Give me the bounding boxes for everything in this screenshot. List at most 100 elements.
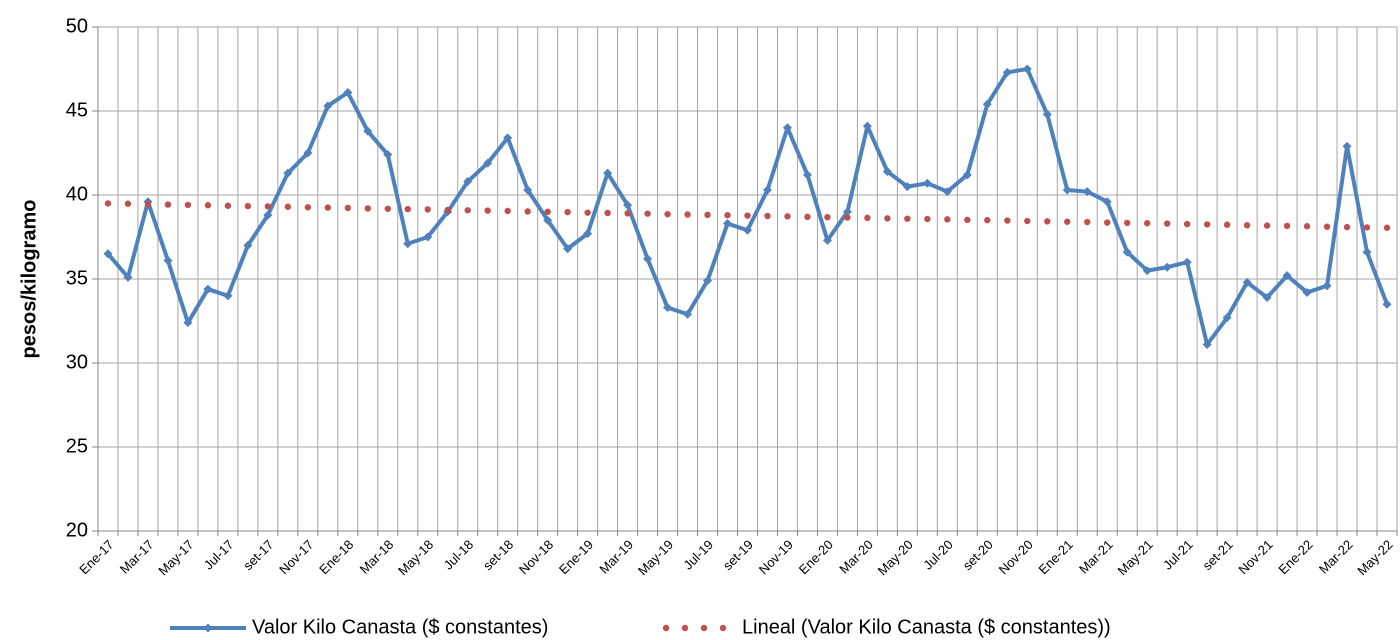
x-tick-label: Nov-19 <box>756 537 796 577</box>
marker <box>623 200 633 210</box>
marker <box>363 126 373 136</box>
trend-dot <box>444 206 451 214</box>
marker <box>982 99 992 109</box>
marker <box>1202 340 1212 350</box>
marker <box>902 182 912 192</box>
marker <box>762 185 772 195</box>
x-tick-label: Ene-17 <box>76 537 116 577</box>
trend-dot <box>664 210 671 218</box>
x-tick-label: Jul-17 <box>201 537 237 573</box>
trend-dot <box>384 205 391 212</box>
marker <box>1142 266 1152 276</box>
x-tick-label: Nov-21 <box>1235 537 1275 577</box>
trend-dot <box>184 201 192 209</box>
marker <box>123 272 133 282</box>
marker <box>1102 197 1112 207</box>
trend-dot <box>964 216 971 224</box>
x-tick-label: Ene-19 <box>556 537 596 577</box>
marker <box>523 185 533 195</box>
trend-dot <box>504 207 511 215</box>
marker <box>1122 247 1132 257</box>
x-tick-label: May-17 <box>155 537 196 578</box>
trend-dot <box>1064 218 1071 225</box>
x-tick-label: Nov-20 <box>996 537 1036 577</box>
trend-dot <box>584 209 591 216</box>
x-tick-label: Mar-21 <box>1076 537 1116 577</box>
x-tick-label: set-17 <box>240 537 276 573</box>
trend-dot <box>784 213 791 220</box>
marker <box>1042 109 1052 119</box>
marker <box>1322 281 1332 291</box>
marker <box>243 240 253 250</box>
trend-dot <box>1263 222 1271 229</box>
trend-dot <box>944 216 951 223</box>
legend-swatch <box>681 624 689 632</box>
marker <box>343 88 353 98</box>
marker <box>263 210 273 220</box>
y-tick-label: 25 <box>66 435 88 457</box>
trend-dot <box>1104 219 1111 226</box>
x-tick-label: May-18 <box>395 537 436 578</box>
marker <box>703 276 713 286</box>
x-tick-label: set-19 <box>720 537 756 573</box>
legend-marker <box>203 623 213 633</box>
x-tick-label: Nov-17 <box>276 537 316 577</box>
trend-dot <box>1303 223 1311 230</box>
marker <box>1062 185 1072 195</box>
trend-dot <box>804 213 811 221</box>
marker <box>403 239 413 249</box>
trend-dot <box>1143 220 1151 227</box>
trend-dot <box>144 201 152 208</box>
marker <box>1002 67 1012 77</box>
marker <box>723 219 733 229</box>
trend-dot <box>524 208 531 215</box>
marker <box>1162 262 1172 272</box>
trend-dot <box>1203 221 1211 228</box>
x-tick-label: May-20 <box>875 537 916 578</box>
trend-dot <box>644 210 651 217</box>
trend-dot <box>704 211 711 219</box>
trend-dot <box>1004 217 1011 224</box>
trend-dot <box>304 204 312 211</box>
trend-dot <box>544 208 551 215</box>
marker <box>942 187 952 197</box>
x-tick-label: set-18 <box>480 537 516 573</box>
marker <box>1082 187 1092 197</box>
trend-dot <box>164 201 172 208</box>
trend-dot <box>1183 220 1191 228</box>
trend-dot <box>1323 223 1331 230</box>
trend-dot <box>564 208 571 216</box>
marker <box>203 284 213 294</box>
trend-dot <box>204 202 212 209</box>
y-axis-label: pesos/kilogramo <box>18 200 40 359</box>
x-tick-label: Jul-18 <box>441 537 477 573</box>
marker <box>683 309 693 319</box>
trend-dot <box>764 212 771 220</box>
marker <box>862 121 872 131</box>
trend-dot <box>1044 218 1051 225</box>
x-tick-label: Ene-18 <box>316 537 356 577</box>
trend-dot <box>364 205 371 212</box>
trend-dot <box>124 200 132 207</box>
trend-dot <box>624 210 631 217</box>
marker <box>1302 287 1312 297</box>
trend-dot <box>884 215 891 222</box>
x-tick-label: set-21 <box>1200 537 1236 573</box>
x-tick-label: Ene-21 <box>1036 537 1076 577</box>
trend-dot <box>1163 220 1171 227</box>
x-tick-label: May-22 <box>1354 537 1395 578</box>
trend-dot <box>224 202 232 209</box>
x-tick-label: Ene-22 <box>1275 537 1315 577</box>
marker <box>1342 141 1352 151</box>
trend-dot <box>864 214 871 222</box>
marker <box>383 150 393 160</box>
y-tick-label: 35 <box>66 267 88 289</box>
x-tick-label: May-19 <box>635 537 676 578</box>
trend-dot <box>344 204 352 212</box>
trend-dot <box>824 213 831 221</box>
y-tick-label: 20 <box>66 519 88 541</box>
x-tick-label: Nov-18 <box>516 537 556 577</box>
marker <box>1182 257 1192 267</box>
y-tick-label: 45 <box>66 99 88 121</box>
